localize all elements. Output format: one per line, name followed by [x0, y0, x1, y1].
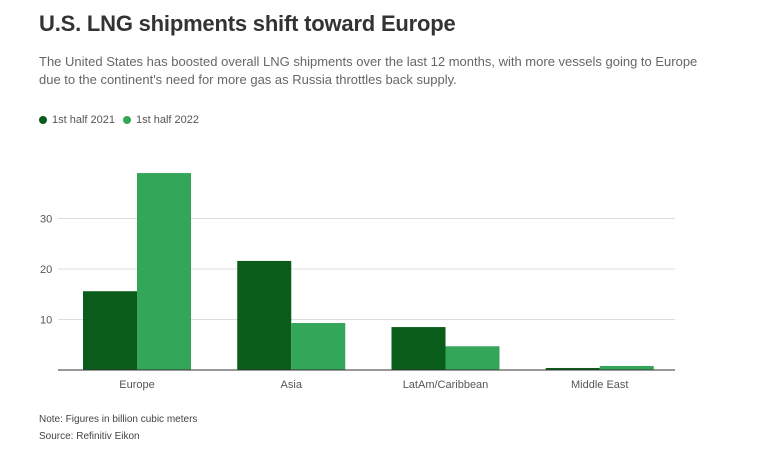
footnote-source: Source: Refinitiv Eikon: [39, 431, 140, 442]
x-tick-label-asia: Asia: [281, 379, 303, 391]
bar-asia-2021: [237, 260, 292, 370]
legend-item-2021: 1st half 2021: [39, 114, 115, 126]
y-tick-label-20: 20: [40, 264, 52, 276]
legend-label-2022: 1st half 2022: [136, 114, 199, 126]
legend-label-2021: 1st half 2021: [52, 114, 115, 126]
chart-title: U.S. LNG shipments shift toward Europe: [39, 11, 456, 36]
legend-item-2022: 1st half 2022: [123, 114, 199, 126]
footnote-units: Note: Figures in billion cubic meters: [39, 414, 198, 425]
chart-subtitle: The United States has boosted overall LN…: [39, 54, 698, 87]
bar-europe-2021: [83, 291, 137, 370]
legend: 1st half 2021 1st half 2022: [39, 112, 207, 128]
legend-swatch-2022: [123, 116, 131, 124]
x-tick-label-europe: Europe: [119, 379, 154, 391]
y-tick-label-30: 30: [40, 214, 52, 226]
bar-europe-2022: [137, 173, 191, 370]
bar-latam-caribbean-2022: [445, 346, 500, 370]
bar-latam-caribbean-2021: [391, 327, 446, 370]
bar-middle-east-2021: [545, 367, 600, 370]
x-tick-label-latam-caribbean: LatAm/Caribbean: [403, 379, 489, 391]
bar-middle-east-2022: [599, 365, 654, 370]
bar-asia-2022: [291, 323, 346, 370]
y-tick-label-10: 10: [40, 315, 52, 327]
x-tick-label-middle-east: Middle East: [571, 379, 628, 391]
legend-swatch-2021: [39, 116, 47, 124]
